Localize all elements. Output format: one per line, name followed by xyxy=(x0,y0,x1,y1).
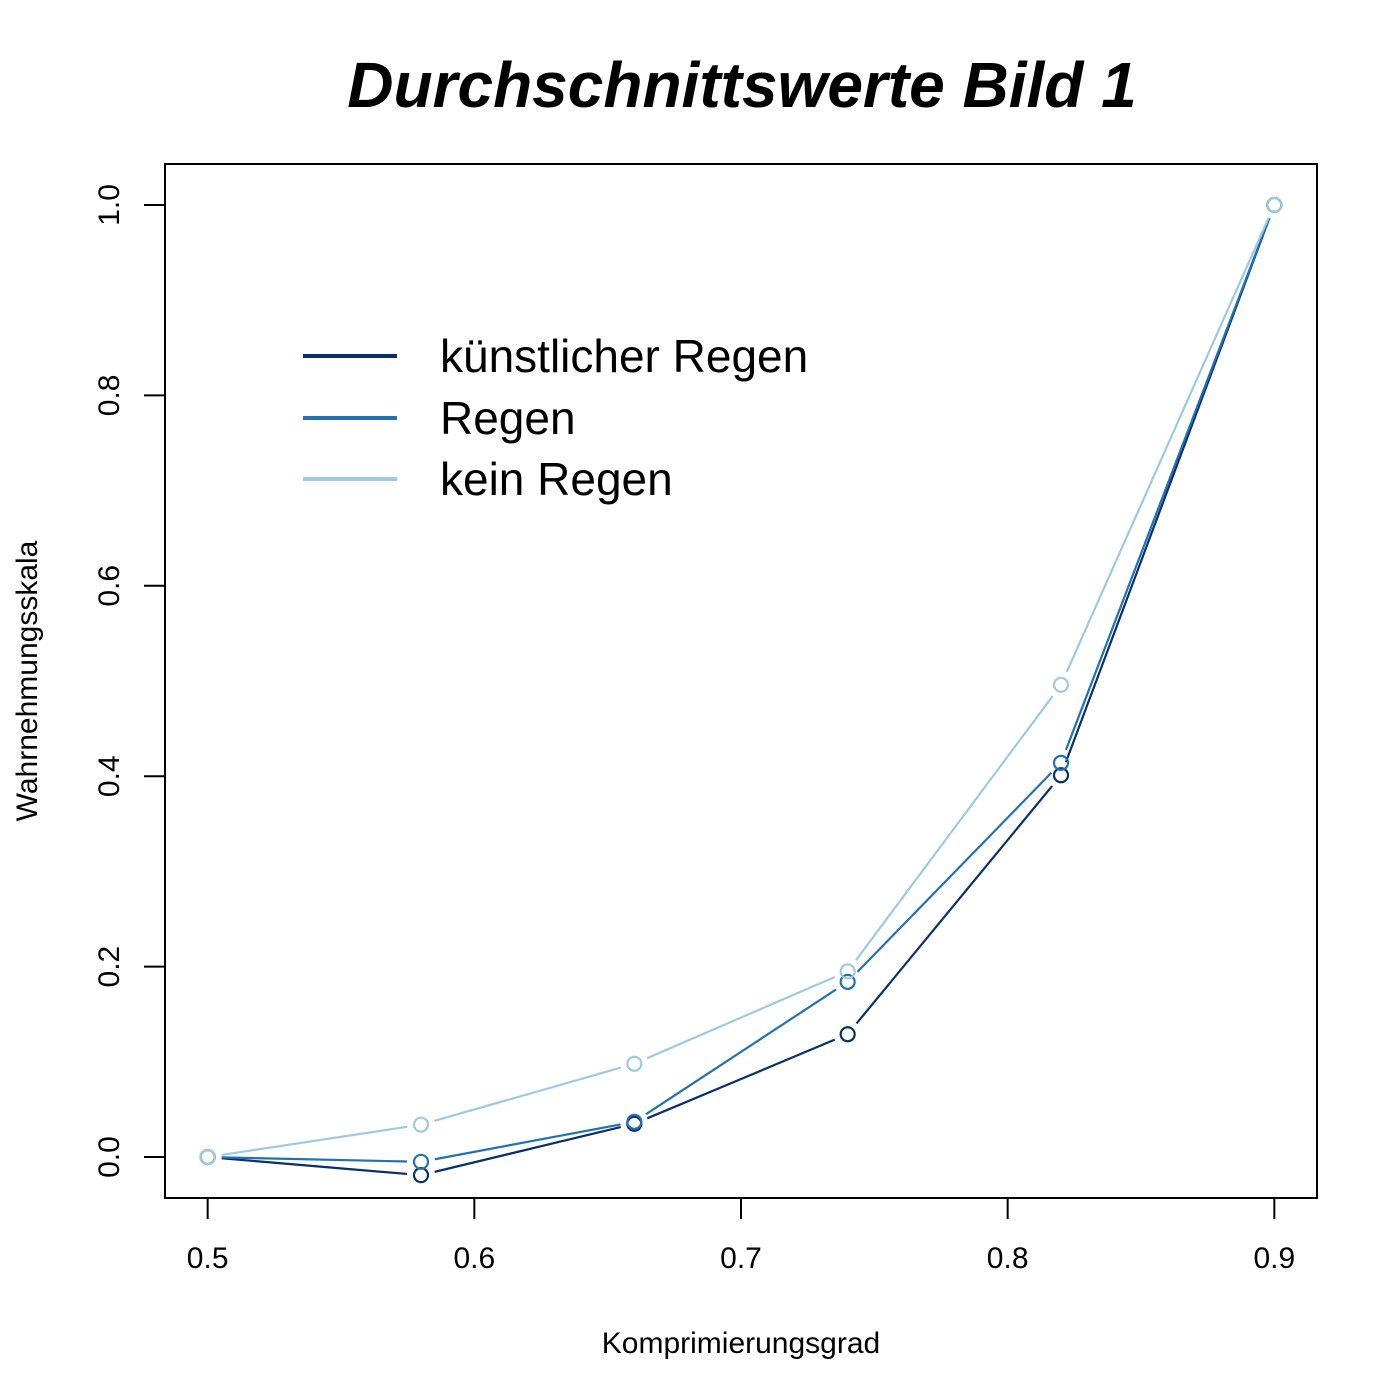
series-line-segment xyxy=(1064,217,1271,751)
series-line-segment xyxy=(434,1125,621,1173)
series-line-segment xyxy=(645,988,837,1116)
data-point xyxy=(626,1055,643,1072)
x-tick-label: 0.6 xyxy=(453,1242,495,1275)
y-axis: 0.0 0.2 0.4 0.6 0.8 1.0 xyxy=(93,184,166,1178)
legend-item: künstlicher Regen xyxy=(303,330,808,382)
series-line-segment xyxy=(855,785,1053,1025)
series-line-segment xyxy=(434,1123,621,1161)
y-tick-label: 0.8 xyxy=(93,375,126,417)
x-axis-label: Komprimierungsgrad xyxy=(602,1327,880,1360)
x-tick-label: 0.5 xyxy=(187,1242,229,1275)
series-line-segment xyxy=(855,695,1054,961)
data-point xyxy=(1052,767,1070,784)
x-tick-label: 0.8 xyxy=(987,1242,1029,1275)
data-point xyxy=(1052,754,1070,771)
series-line-segment xyxy=(1065,217,1270,673)
legend: künstlicher Regen Regen kein Regen xyxy=(303,330,808,505)
x-tick-label: 0.7 xyxy=(720,1242,762,1275)
series-layer xyxy=(199,196,1283,1184)
legend-label: Regen xyxy=(440,392,576,444)
data-point xyxy=(1266,196,1283,214)
x-tick-label: 0.9 xyxy=(1253,1242,1295,1275)
data-point xyxy=(412,1116,430,1133)
data-point xyxy=(412,1153,430,1170)
series-line-segment xyxy=(221,1125,408,1157)
legend-item: Regen xyxy=(303,392,576,444)
series-3 xyxy=(199,196,1283,1166)
series-line-segment xyxy=(221,1156,408,1163)
data-point xyxy=(199,1148,216,1166)
y-tick-label: 0.0 xyxy=(93,1136,126,1178)
y-axis-label: Wahrnehmungsskala xyxy=(11,540,44,821)
series-line-segment xyxy=(856,772,1053,973)
legend-item: kein Regen xyxy=(303,453,673,505)
data-point xyxy=(839,973,856,990)
y-tick-label: 0.2 xyxy=(93,946,126,988)
plot-frame xyxy=(164,163,1318,1199)
data-point xyxy=(839,1026,856,1043)
series-line-segment xyxy=(221,1157,408,1176)
y-tick-label: 0.4 xyxy=(93,755,126,797)
data-point xyxy=(839,963,856,980)
series-line-segment xyxy=(434,1066,622,1122)
x-axis: 0.5 0.6 0.7 0.8 0.9 xyxy=(187,1197,1295,1275)
data-point xyxy=(412,1167,430,1184)
chart-title: Durchschnittswerte Bild 1 xyxy=(347,49,1137,121)
data-point xyxy=(626,1113,643,1130)
series-1 xyxy=(199,196,1283,1184)
y-tick-label: 1.0 xyxy=(93,184,126,226)
series-line-segment xyxy=(646,975,836,1060)
legend-label: künstlicher Regen xyxy=(440,330,808,382)
y-tick-label: 0.6 xyxy=(93,565,126,607)
legend-label: kein Regen xyxy=(440,453,673,505)
data-point xyxy=(1052,676,1070,693)
series-line-segment xyxy=(646,1038,836,1120)
